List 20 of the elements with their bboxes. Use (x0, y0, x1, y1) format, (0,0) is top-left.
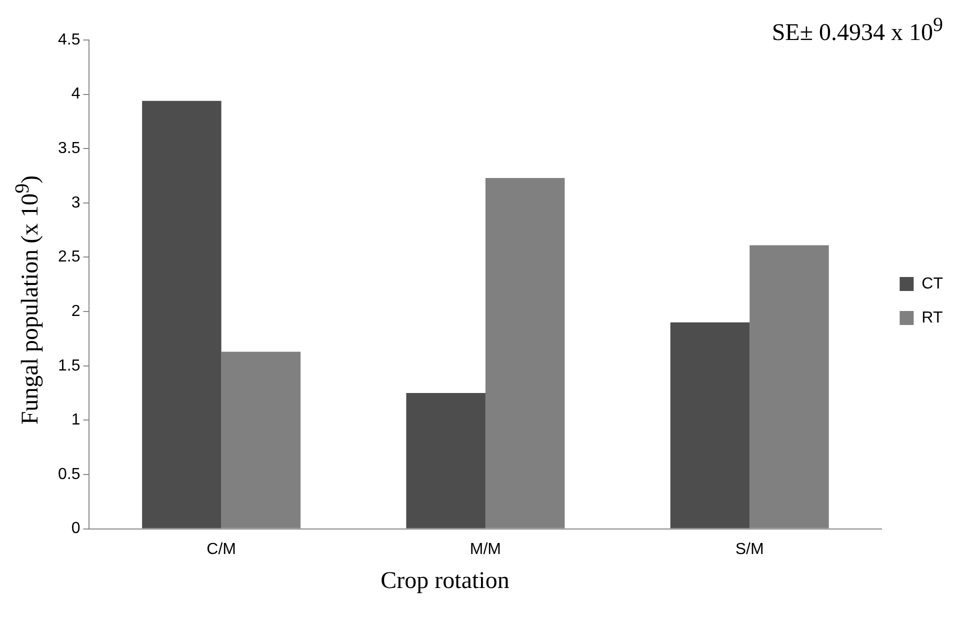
y-tick-label: 4.5 (58, 31, 80, 48)
y-tick-label: 3.5 (58, 140, 80, 158)
y-tick-label: 1.5 (58, 357, 80, 374)
y-tick-label: 4 (71, 86, 80, 103)
annotation: SE± 0.4934 x 10$^{9}$ (772, 14, 943, 47)
bar (670, 322, 750, 528)
x-tick-label: M/M (470, 540, 502, 558)
y-tick-label: 2 (71, 302, 80, 320)
x-axis-title: Crop rotation (380, 568, 510, 595)
y-tick-label: 1 (71, 412, 80, 429)
bar (406, 393, 486, 528)
legend-label: CT (922, 275, 944, 292)
y-tick-label: 0 (71, 520, 80, 538)
x-tick-label: S/M (735, 540, 764, 558)
x-tick-label: C/M (206, 540, 236, 558)
bar (142, 100, 222, 528)
y-tick-label: 2.5 (58, 248, 80, 266)
y-tick-label: 3 (71, 194, 80, 212)
legend-label: RT (922, 309, 943, 326)
y-tick-label: 0.5 (58, 466, 80, 483)
